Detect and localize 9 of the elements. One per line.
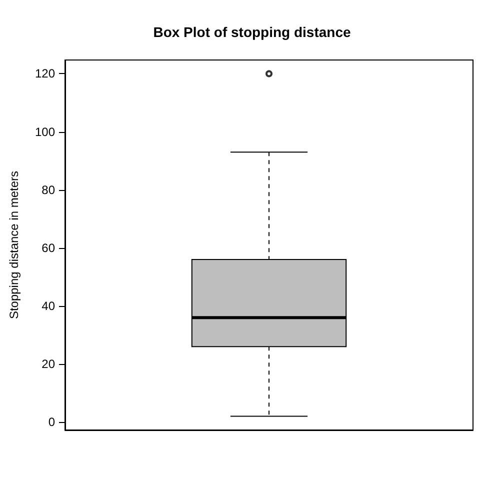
y-tick-label: 0 [48,415,56,430]
y-tick-label: 60 [42,240,56,255]
y-axis-title: Stopping distance in meters [7,170,21,320]
y-tick-label: 120 [34,66,56,81]
y-tick-label: 80 [42,182,56,197]
chart-title: Box Plot of stopping distance [153,24,351,40]
y-tick-label: 20 [42,357,56,372]
y-tick-label: 40 [42,298,56,313]
y-tick-label: 100 [34,124,56,139]
